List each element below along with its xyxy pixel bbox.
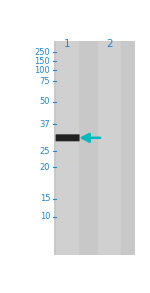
Text: 1: 1 [64,39,71,49]
Text: 15: 15 [40,194,50,203]
Text: 150: 150 [34,57,50,66]
Text: 37: 37 [39,120,50,129]
Text: 75: 75 [39,77,50,86]
Text: 50: 50 [40,97,50,106]
Bar [98,41,121,255]
Text: 250: 250 [34,47,50,57]
Bar [56,41,79,255]
Text: 20: 20 [40,163,50,172]
Bar [54,41,135,255]
Text: 100: 100 [34,66,50,75]
Text: 10: 10 [40,212,50,221]
FancyBboxPatch shape [56,134,80,141]
Text: 25: 25 [40,147,50,156]
Text: 2: 2 [106,39,113,49]
